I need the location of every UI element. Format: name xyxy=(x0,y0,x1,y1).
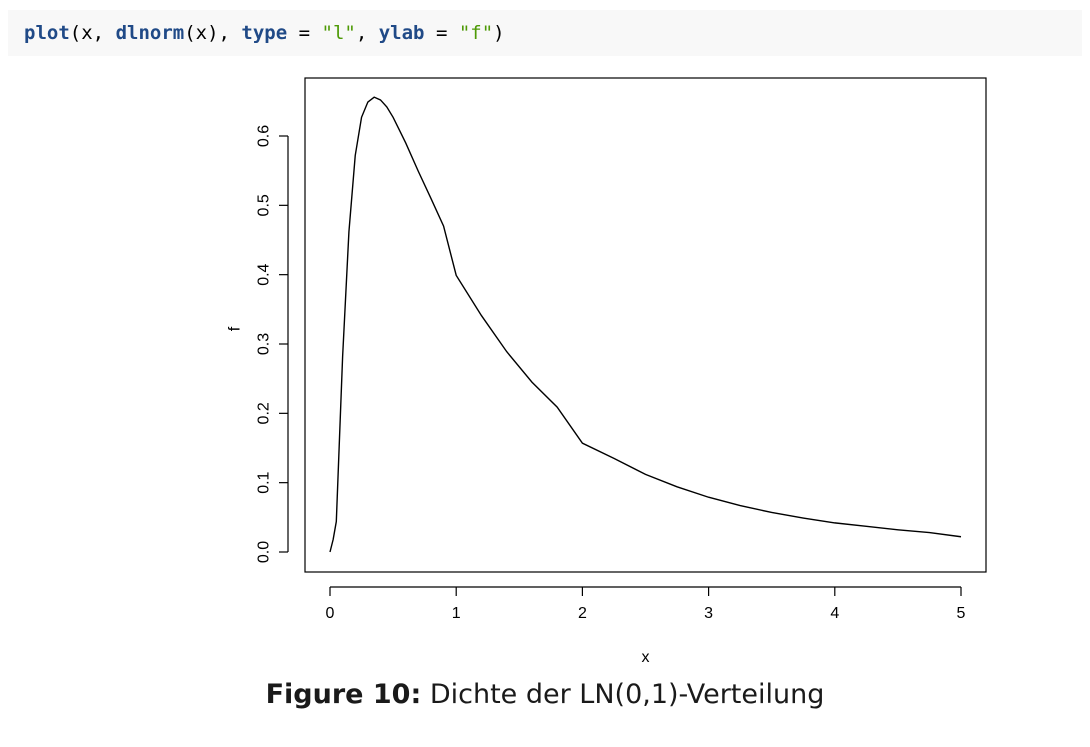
code-fn-plot: plot xyxy=(24,22,70,44)
code-comma-3: , xyxy=(355,22,379,44)
density-plot: 0 1 2 3 4 5 0.0 0.1 0.2 0.3 0.4 0.5 0.6 x f xyxy=(227,77,987,666)
code-block: plot(x, dlnorm (x), type = "l", ylab = "f… xyxy=(8,10,1082,56)
code-open-paren: ( xyxy=(69,22,82,44)
y-axis-title: f xyxy=(227,326,244,331)
code-str-l: "l" xyxy=(321,22,356,44)
y-tick-label: 0.3 xyxy=(256,333,273,355)
x-tick-label: 2 xyxy=(578,605,587,622)
code-kw-type: type xyxy=(241,22,288,44)
code-close-paren: ) xyxy=(493,22,505,44)
code-str-f: "f" xyxy=(458,22,494,44)
code-eq-2: = xyxy=(424,22,459,44)
y-tick-label: 0.6 xyxy=(256,125,273,147)
code-comma-1: , xyxy=(92,22,116,44)
y-tick-label: 0.0 xyxy=(256,541,273,563)
code-kw-ylab: ylab xyxy=(378,22,425,44)
x-tick-label: 1 xyxy=(452,605,461,622)
code-dlnorm-args: (x) xyxy=(184,22,219,44)
code-comma-2: , xyxy=(218,22,242,44)
x-tick-label: 0 xyxy=(326,605,335,622)
y-tick-label: 0.2 xyxy=(256,402,273,424)
code-arg-x: x xyxy=(81,22,93,44)
y-tick-label: 0.5 xyxy=(256,194,273,216)
plot-frame xyxy=(304,77,987,573)
y-axis: 0.0 0.1 0.2 0.3 0.4 0.5 0.6 xyxy=(256,125,289,563)
code-fn-dlnorm: dlnorm xyxy=(115,22,185,44)
figure-caption-text: Dichte der LN(0,1)-Verteilung xyxy=(421,679,825,710)
y-tick-label: 0.1 xyxy=(256,471,273,493)
density-curve xyxy=(329,96,962,553)
figure-caption: Figure 10: Dichte der LN(0,1)-Verteilung xyxy=(0,679,1090,710)
x-tick-label: 5 xyxy=(957,605,966,622)
x-axis-title: x xyxy=(642,649,650,666)
code-eq-1: = xyxy=(287,22,322,44)
figure-label: Figure 10: xyxy=(265,679,422,710)
y-tick-label: 0.4 xyxy=(256,263,273,285)
x-axis: 0 1 2 3 4 5 xyxy=(326,586,966,622)
x-tick-label: 4 xyxy=(830,605,839,622)
x-tick-label: 3 xyxy=(704,605,713,622)
